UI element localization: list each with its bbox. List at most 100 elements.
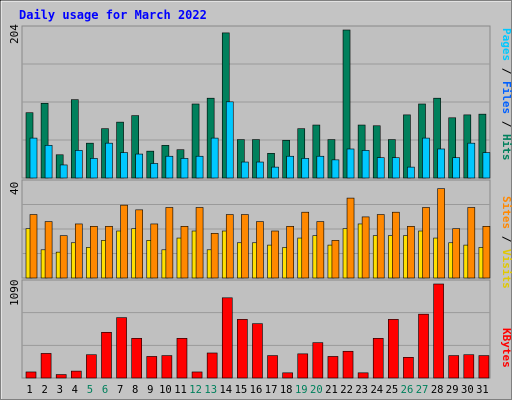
x-tick-label: 28 [431,384,444,396]
files-bar [195,155,204,179]
kbytes-bar [327,356,339,379]
legend-sep: / [500,236,512,243]
x-tick-label: 13 [204,384,217,396]
sites-bar [180,226,189,279]
sites-bar [452,228,461,279]
hits-bar [433,97,441,179]
sites-bar [29,214,38,279]
hits-bar [327,139,336,179]
kbytes-bar [433,283,444,379]
kbytes-bar [418,313,429,379]
x-tick-label: 26 [401,384,414,396]
x-tick-label: 2 [41,384,47,396]
x-tick-label: 30 [461,384,474,396]
kbytes-bar [146,356,158,379]
kbytes-bar [25,371,37,379]
files-bar [361,150,370,179]
hits-bar [342,29,351,179]
sites-bar [105,226,113,279]
svg-text:KBytes: KBytes [500,328,512,368]
kbytes-bar [206,352,218,379]
legend-hits: Hits [500,134,512,161]
sites-bar [437,188,445,279]
kbytes-bar [478,355,490,379]
legend-sep: / [500,121,512,128]
kbytes-bar [372,338,384,379]
hits-bar [131,115,139,179]
visits-legend: Sites / Visits [500,196,512,289]
kbytes-bar [86,354,97,379]
x-tick-label: 4 [72,384,78,396]
x-tick-label: 11 [174,384,187,396]
hits-bar [478,113,487,179]
x-tick-label: 23 [355,384,368,396]
sites-bar [44,221,53,279]
files-bar [301,158,310,179]
sites-bar [392,211,400,279]
files-bar [74,150,83,179]
sites-bar [422,207,430,279]
sites-bar [225,214,234,279]
hits-bar [312,124,321,179]
kbytes-y-max-label: 1090 [8,280,21,307]
files-bar [150,163,159,179]
files-bar [407,166,415,179]
sites-bar [165,207,174,279]
x-tick-label: 24 [370,384,383,396]
x-tick-label: 15 [235,384,248,396]
x-tick-label: 7 [117,384,123,396]
kbytes-bar [267,355,278,379]
hits-bar [297,128,306,179]
kbytes-bar [116,317,127,379]
svg-text:Pages / Files: Pages / Files / Hits [500,28,512,161]
files-bar [90,158,98,179]
files-bar [135,153,143,179]
kbytes-bar [161,355,173,379]
kbytes-bar [463,354,475,379]
hits-y-max-label: 204 [8,24,21,44]
files-bar [392,157,400,179]
legend-kbytes: KBytes [500,328,512,368]
x-tick-label: 8 [132,384,138,396]
kbytes-bar [237,319,248,379]
x-tick-label: 18 [280,384,293,396]
sites-bar [271,230,279,279]
x-tick-label: 16 [250,384,263,396]
files-bar [376,157,385,179]
sites-bar [59,235,68,279]
kbytes-bar [55,374,67,379]
hits-bar [116,121,124,179]
hits-bar [448,117,457,179]
hits-bar [252,139,260,179]
hits-legend: Pages / Files / Hits [500,28,512,161]
files-bar [29,137,38,179]
legend-pages: Pages [500,28,512,61]
legend-sites: Sites [500,196,512,229]
files-bar [346,148,355,179]
files-bar [452,157,461,179]
files-bar [422,137,430,179]
files-bar [59,164,68,179]
x-tick-label: 19 [295,384,308,396]
svg-text:Sites / Visits: Sites / Visits [500,196,512,289]
files-bar [210,137,219,179]
sites-bar [361,216,370,279]
hits-bar [403,114,411,179]
x-axis-labels: 1 2 3 4 5 6 7 8 9 10 11 12 13 14 15 16 17 18 19 20 21 22 23 24 2… [26,384,488,396]
x-tick-label: 3 [57,384,63,396]
kbytes-bar [297,353,309,379]
files-bar [286,155,294,179]
kbytes-bar [388,319,399,379]
x-tick-label: 20 [310,384,323,396]
kbytes-bar [448,355,460,379]
x-tick-label: 10 [159,384,172,396]
x-tick-label: 12 [189,384,202,396]
hits-bar [237,139,245,179]
sites-bar [467,207,476,279]
hits-bar [191,103,200,179]
sites-bar [74,223,83,279]
sites-bar [210,233,219,279]
x-tick-label: 29 [446,384,459,396]
sites-bar [195,207,204,279]
